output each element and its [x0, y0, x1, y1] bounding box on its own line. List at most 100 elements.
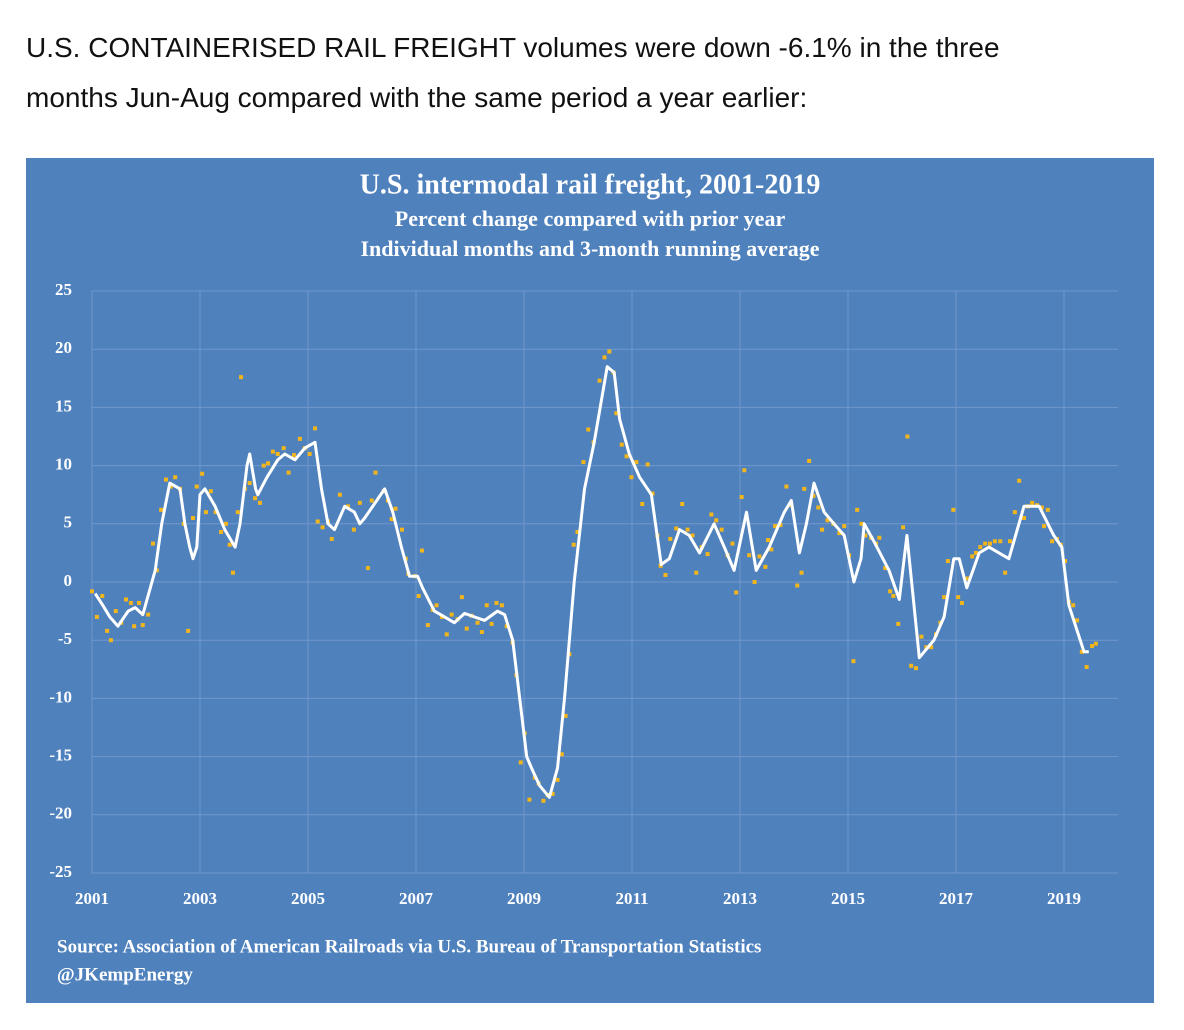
data-point: [1050, 539, 1055, 544]
data-point: [816, 505, 821, 510]
data-point: [905, 434, 910, 439]
data-point: [555, 777, 560, 782]
data-point: [151, 541, 156, 546]
data-point: [307, 451, 312, 456]
data-point: [1093, 641, 1098, 646]
data-point: [527, 797, 532, 802]
data-point: [650, 491, 655, 496]
data-point: [571, 542, 576, 547]
data-point: [607, 349, 612, 354]
data-point: [619, 442, 624, 447]
data-point: [739, 495, 744, 500]
data-point: [261, 463, 266, 468]
data-point: [132, 624, 137, 629]
data-point: [742, 468, 747, 473]
data-point: [475, 620, 480, 625]
data-point: [614, 411, 619, 416]
data-point: [186, 628, 191, 633]
data-point: [146, 612, 151, 617]
data-point: [297, 436, 302, 441]
data-point: [270, 449, 275, 454]
data-point: [730, 541, 735, 546]
data-point: [1003, 570, 1008, 575]
source-note: Source: Association of American Railroad…: [57, 936, 761, 957]
data-point: [773, 524, 778, 529]
data-point: [313, 426, 318, 431]
data-point: [320, 525, 325, 530]
data-point: [1090, 644, 1095, 649]
data-point: [159, 507, 164, 512]
data-point: [1084, 664, 1089, 669]
data-point: [213, 510, 218, 515]
data-point: [645, 462, 650, 467]
data-point: [163, 477, 168, 482]
data-point: [956, 595, 961, 600]
y-tick-label: -20: [49, 804, 72, 823]
data-point: [550, 791, 555, 796]
y-tick-label: 0: [64, 571, 73, 590]
data-point: [219, 529, 224, 534]
chart-title: U.S. intermodal rail freight, 2001-2019: [360, 169, 821, 200]
data-point: [247, 481, 252, 486]
data-point: [766, 538, 771, 543]
data-point: [105, 628, 110, 633]
data-point: [345, 504, 350, 509]
data-point: [842, 524, 847, 529]
data-point: [173, 475, 178, 480]
data-point: [634, 460, 639, 465]
data-point: [494, 600, 499, 605]
x-tick-label: 2009: [507, 889, 541, 908]
data-point: [559, 752, 564, 757]
data-point: [230, 570, 235, 575]
data-point: [680, 502, 685, 507]
data-point: [802, 486, 807, 491]
y-tick-label: 25: [55, 280, 72, 299]
data-point: [837, 531, 842, 536]
chart-subtitle: Individual months and 3-month running av…: [360, 236, 819, 261]
data-point: [113, 609, 118, 614]
data-point: [1079, 649, 1084, 654]
data-point: [100, 593, 105, 598]
data-point: [629, 475, 634, 480]
data-point: [624, 454, 629, 459]
x-tick-label: 2001: [75, 889, 109, 908]
data-point: [1045, 507, 1050, 512]
data-point: [227, 542, 232, 547]
intro-line: U.S. CONTAINERISED RAIL FREIGHT volumes …: [26, 32, 1000, 63]
data-point: [919, 634, 924, 639]
data-point: [329, 536, 334, 541]
data-point: [855, 507, 860, 512]
source-note: @JKempEnergy: [57, 964, 193, 985]
data-point: [1008, 539, 1012, 544]
data-point: [807, 458, 812, 463]
data-point: [337, 492, 342, 497]
data-point: [108, 638, 113, 643]
data-point: [479, 630, 484, 635]
data-point: [369, 498, 374, 503]
data-point: [1022, 515, 1027, 520]
data-point: [586, 427, 591, 432]
data-point: [393, 506, 398, 511]
x-tick-label: 2013: [723, 889, 757, 908]
data-point: [124, 597, 129, 602]
data-point: [888, 589, 893, 594]
data-point: [778, 522, 783, 527]
data-point: [820, 527, 825, 532]
data-point: [988, 541, 993, 546]
data-point: [763, 564, 768, 569]
data-point: [734, 590, 739, 595]
data-point: [690, 533, 695, 538]
data-point: [769, 547, 774, 552]
data-point: [389, 517, 394, 522]
y-tick-label: -15: [49, 746, 72, 765]
data-point: [208, 489, 213, 494]
data-point: [518, 760, 523, 765]
data-point: [489, 621, 494, 626]
data-point: [811, 493, 816, 498]
data-point: [942, 595, 947, 600]
data-point: [705, 552, 710, 557]
data-point: [998, 539, 1003, 544]
y-tick-label: 20: [55, 338, 72, 357]
